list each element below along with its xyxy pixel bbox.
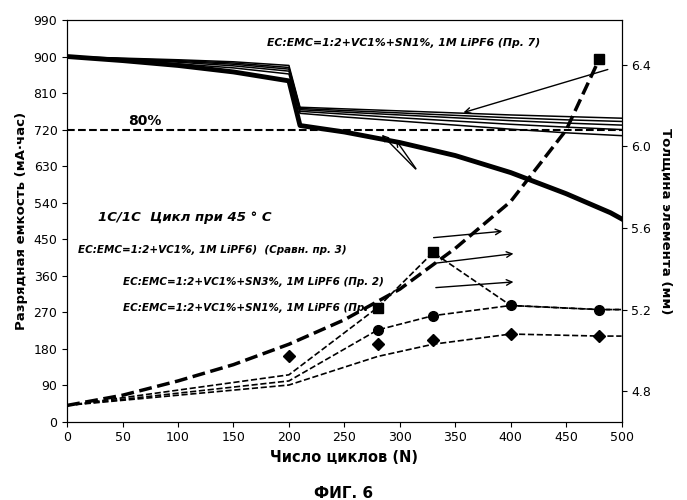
Text: EC:EMC=1:2+VC1%+SN1%, 1M LiPF6 (Пр. 7): EC:EMC=1:2+VC1%+SN1%, 1M LiPF6 (Пр. 7) — [267, 38, 540, 48]
Text: EC:EMC=1:2+VC1%, 1M LiPF6)  (Сравн. пр. 3): EC:EMC=1:2+VC1%, 1M LiPF6) (Сравн. пр. 3… — [78, 245, 347, 255]
Text: 1C/1C  Цикл при 45 ° C: 1C/1C Цикл при 45 ° C — [98, 211, 271, 224]
Y-axis label: Толщина элемента (мм): Толщина элемента (мм) — [659, 128, 672, 314]
Y-axis label: Разрядная емкость (мА·час): Разрядная емкость (мА·час) — [15, 112, 28, 330]
Text: EC:EMC=1:2+VC1%+SN1%, 1M LiPF6 (Пр. 7): EC:EMC=1:2+VC1%+SN1%, 1M LiPF6 (Пр. 7) — [122, 303, 383, 313]
Text: 80%: 80% — [128, 114, 161, 128]
Text: EC:EMC=1:2+VC1%+SN3%, 1M LiPF6 (Пр. 2): EC:EMC=1:2+VC1%+SN3%, 1M LiPF6 (Пр. 2) — [122, 277, 383, 287]
X-axis label: Число циклов (N): Число циклов (N) — [271, 450, 418, 465]
Text: ФИГ. 6: ФИГ. 6 — [314, 486, 373, 500]
